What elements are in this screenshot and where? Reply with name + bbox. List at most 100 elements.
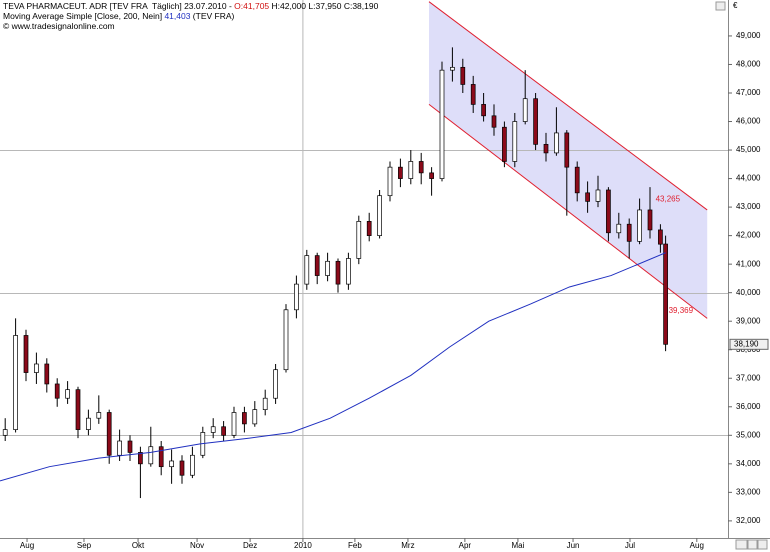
y-tick-label: 44,000 [736, 174, 761, 183]
header-text: Moving Average Simple [Close, 200, Nein] [3, 11, 165, 21]
candle-body [637, 209, 642, 242]
candle-body [86, 417, 91, 430]
candle-body [231, 412, 237, 436]
candle-body [460, 66, 466, 85]
candle-body [543, 143, 549, 154]
candle-body [54, 383, 60, 399]
candle-body [366, 221, 372, 236]
x-tick-label: Mai [511, 541, 524, 550]
header-text: © www.tradesignalonline.com [3, 21, 115, 31]
x-tick-label: Aug [20, 541, 34, 550]
candle-body [190, 454, 195, 476]
candle-body [533, 98, 538, 145]
channel-value-label: 39,369 [669, 306, 694, 315]
header-line: © www.tradesignalonline.com [3, 21, 115, 31]
header-text: O:41,705 [234, 1, 270, 11]
window-button[interactable] [747, 539, 758, 550]
y-tick-label: 45,000 [736, 145, 761, 154]
candle-body [429, 172, 434, 179]
candle-body [408, 161, 414, 179]
candle-body [647, 209, 653, 231]
window-button[interactable] [757, 539, 768, 550]
candle-body [418, 161, 424, 174]
y-tick-label: 35,000 [736, 430, 761, 439]
candle-body [221, 426, 226, 436]
x-tick-label: Aug [690, 541, 704, 550]
candle-body [658, 229, 663, 245]
candle-body [44, 363, 50, 385]
candle-body [13, 335, 18, 430]
candle-body [179, 460, 185, 476]
candle-body [148, 446, 154, 465]
y-tick-label: 39,000 [736, 316, 761, 325]
candle-body [242, 412, 247, 425]
candle-body [356, 221, 362, 259]
candle-body [96, 412, 102, 419]
candle-body [470, 84, 476, 105]
x-tick-label: Nov [190, 541, 204, 550]
candle-body [304, 255, 310, 285]
y-tick-label: 40,000 [736, 288, 761, 297]
candle-body [262, 397, 268, 410]
candle-body [294, 283, 299, 311]
last-price-box [729, 338, 769, 350]
candle-body [398, 166, 403, 179]
y-tick-label: 32,000 [736, 516, 761, 525]
x-tick-label: Okt [132, 541, 145, 550]
candle-body [127, 440, 133, 453]
y-tick-label: 34,000 [736, 459, 761, 468]
channel-value-label: 43,265 [656, 195, 681, 204]
candle-body [169, 460, 174, 468]
candle-body [606, 189, 611, 234]
currency-label: € [733, 1, 738, 10]
header-text: (TEV FRA) [190, 11, 235, 21]
y-tick-label: 41,000 [736, 259, 761, 268]
candle-body [346, 258, 351, 285]
candle-body [439, 69, 445, 179]
window-button[interactable] [735, 539, 748, 550]
y-tick-label: 36,000 [736, 402, 761, 411]
candle-body [574, 166, 580, 194]
candle-body [585, 192, 590, 202]
y-tick-label: 37,000 [736, 373, 761, 382]
moving-average [0, 252, 666, 482]
candle-body [554, 132, 559, 154]
candle-body [663, 243, 668, 345]
y-tick-label: 42,000 [736, 231, 761, 240]
candle-body [387, 166, 393, 197]
header-text: TEVA PHARMACEUT. ADR [TEV FRA Täglich] 2… [3, 1, 235, 11]
candle-body [34, 363, 39, 373]
candle-body [158, 446, 164, 468]
x-tick-label: Jun [567, 541, 580, 550]
candle-body [23, 335, 29, 373]
candle-body [377, 195, 382, 236]
candle-body [106, 412, 112, 456]
x-tick-label: Dez [243, 541, 257, 550]
header-line: Moving Average Simple [Close, 200, Nein]… [3, 11, 234, 21]
candle-body [75, 389, 81, 430]
candle-body [138, 452, 143, 465]
candle-body [564, 132, 570, 168]
header-text: H:42,000 L:37,950 C:38,190 [269, 1, 379, 11]
y-tick-label: 46,000 [736, 117, 761, 126]
candle-body [595, 189, 601, 202]
candle-body [325, 260, 330, 276]
candle-body [283, 309, 289, 371]
candle-body [335, 260, 341, 285]
x-tick-label: 2010 [294, 541, 312, 550]
candle-body [210, 426, 216, 433]
candle-body [491, 115, 497, 128]
candle-body [2, 429, 8, 436]
candle-body [450, 66, 455, 71]
window-button[interactable] [715, 1, 726, 11]
y-tick-label: 48,000 [736, 60, 761, 69]
x-tick-label: Mrz [401, 541, 414, 550]
window-controls[interactable] [715, 1, 768, 550]
channel-line [428, 104, 708, 319]
candle-body [273, 369, 278, 399]
candle-body [117, 440, 122, 456]
candle-body [65, 389, 70, 399]
header-text: 41,403 [164, 11, 191, 21]
